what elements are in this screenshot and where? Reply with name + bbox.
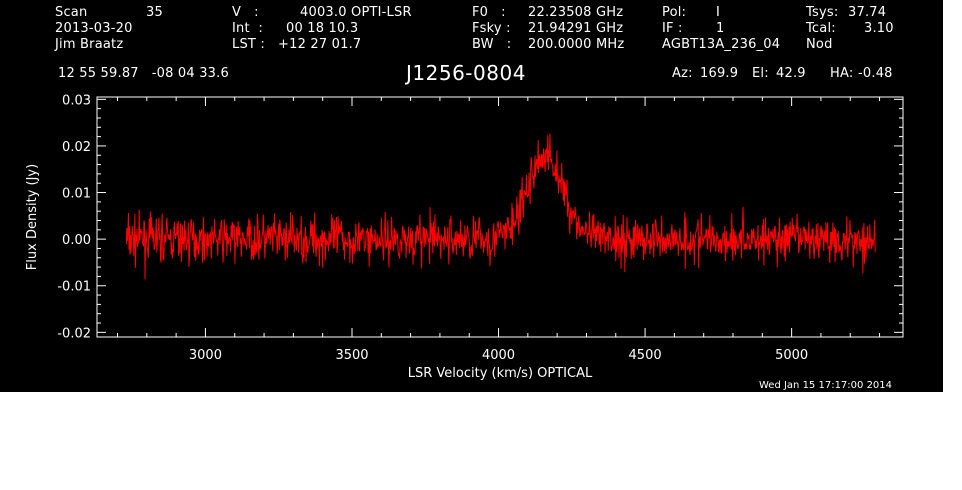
spectrum-chart: 3000 3500 4000 4500 5000 -0.02 -0.01 0.00 0.01 0.… — [25, 93, 904, 381]
lst-label: LST : — [232, 37, 265, 52]
y-tick-label: 0.00 — [62, 233, 91, 248]
y-tick-label: 0.03 — [62, 93, 91, 108]
axis-ticks — [97, 97, 903, 337]
observation-date: 2013-03-20 — [55, 21, 133, 36]
x-axis-label: LSR Velocity (km/s) OPTICAL — [408, 366, 593, 381]
el-value: 42.9 — [776, 66, 806, 81]
project-id: AGBT13A_236_04 — [662, 37, 781, 52]
plot-frame — [96, 96, 904, 338]
bw-value: 200.0000 MHz — [528, 37, 625, 52]
az-value: 169.9 — [700, 66, 739, 81]
ha-value: -0.48 — [858, 66, 893, 81]
fsky-value: 21.94291 GHz — [528, 21, 624, 36]
az-label: Az: — [672, 66, 693, 81]
y-tick-label: 0.01 — [62, 187, 91, 202]
tsys-label: Tsys: — [806, 5, 839, 20]
spectrum-line — [125, 133, 876, 280]
pol-label: Pol: — [662, 5, 687, 20]
tsys-value: 37.74 — [848, 5, 887, 20]
source-name: J1256-0804 — [406, 61, 526, 85]
int-value: 00 18 10.3 — [286, 21, 359, 36]
x-tick-label: 4500 — [629, 348, 662, 363]
spectrum-plot-panel: Scan 35 V : 4003.0 OPTI-LSR F0 : 22.2350… — [0, 0, 943, 392]
x-tick-label: 5000 — [775, 348, 808, 363]
y-tick-label: -0.01 — [57, 280, 91, 295]
y-tick-label: 0.02 — [62, 140, 91, 155]
el-label: El: — [752, 66, 769, 81]
y-tick-label: -0.02 — [57, 326, 91, 341]
fsky-label: Fsky : — [472, 21, 511, 36]
x-tick-label: 3500 — [335, 348, 368, 363]
tick-labels: 3000 3500 4000 4500 5000 -0.02 -0.01 0.00 0.01 0.… — [57, 93, 808, 363]
ha-label: HA: — [830, 66, 854, 81]
if-value: 1 — [716, 21, 725, 36]
pol-value: I — [716, 5, 721, 20]
velocity-value: 4003.0 OPTI-LSR — [300, 5, 412, 20]
x-tick-label: 3000 — [189, 348, 222, 363]
source-coordinates: 12 55 59.87 -08 04 33.6 — [58, 66, 229, 81]
scan-label: Scan — [55, 5, 88, 20]
if-label: IF : — [662, 21, 683, 36]
tcal-value: 3.10 — [864, 21, 894, 36]
velocity-label: V : — [232, 5, 259, 20]
int-label: Int : — [232, 21, 264, 36]
scan-number: 35 — [146, 5, 163, 20]
plot-timestamp: Wed Jan 15 17:17:00 2014 — [759, 380, 893, 391]
bw-label: BW : — [472, 37, 512, 52]
spectrum-trace-group — [125, 133, 876, 280]
f0-label: F0 : — [472, 5, 506, 20]
f0-value: 22.23508 GHz — [528, 5, 624, 20]
observer-name: Jim Braatz — [55, 37, 124, 52]
tcal-label: Tcal: — [806, 21, 836, 36]
x-tick-label: 4000 — [482, 348, 515, 363]
lst-value: +12 27 01.7 — [278, 37, 362, 52]
y-axis-label: Flux Density (Jy) — [25, 164, 40, 270]
observing-mode: Nod — [806, 37, 833, 52]
